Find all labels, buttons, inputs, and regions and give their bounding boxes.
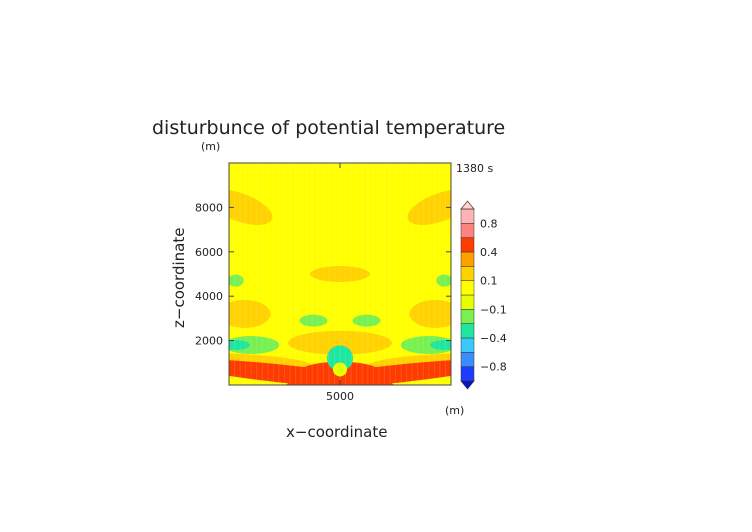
- colorbar-tick-label: 0.4: [480, 246, 498, 259]
- contour-region: [310, 266, 370, 282]
- plot-area: 2000 4000 6000 8000 5000: [195, 162, 452, 403]
- contour-region: [229, 299, 271, 328]
- colorbar-under-triangle: [460, 380, 475, 390]
- colorbar-band: [460, 251, 475, 267]
- colorbar-band: [460, 337, 475, 353]
- colorbar-tick-label: −0.1: [480, 303, 507, 316]
- contour-region: [352, 314, 381, 327]
- y-axis: 2000 4000 6000 8000: [195, 201, 451, 348]
- contour-region: [333, 362, 347, 377]
- contour-region: [286, 359, 451, 385]
- y-tick-label: 2000: [195, 335, 223, 348]
- y-axis-label: z−coordinate: [170, 228, 188, 328]
- colorbar-tick-label: −0.4: [480, 332, 507, 345]
- contour-region: [229, 340, 250, 351]
- contour-region: [229, 353, 312, 368]
- y-tick-label: 8000: [195, 201, 223, 214]
- x-unit-label: (m): [445, 404, 464, 417]
- colorbar-band: [460, 237, 475, 253]
- colorbar-band: [460, 366, 475, 382]
- contour-region: [288, 330, 392, 355]
- contour-fill: [229, 163, 451, 385]
- colorbar-band: [460, 309, 475, 324]
- colorbar-band: [460, 208, 475, 224]
- x-axis: 5000: [326, 163, 354, 403]
- colorbar-tick-label: −0.8: [480, 361, 507, 374]
- colorbar-tick-label: 0.1: [480, 275, 498, 288]
- colorbar: 0.8 0.4 0.1 −0.1 −0.4 −0.8: [460, 200, 507, 390]
- contour-region: [327, 345, 353, 372]
- colorbar-band: [460, 323, 475, 339]
- contour-region: [436, 274, 451, 287]
- colorbar-band: [460, 223, 475, 238]
- chart-title: disturbunce of potential temperature: [152, 117, 505, 139]
- colorbar-tick-label: 0.8: [480, 217, 498, 230]
- y-tick-label: 4000: [195, 290, 223, 303]
- contour-region: [229, 274, 244, 287]
- contour-region: [409, 299, 451, 328]
- contour-region: [368, 353, 451, 368]
- colorbar-band: [460, 280, 475, 296]
- colorbar-band: [460, 294, 475, 310]
- y-tick-label: 6000: [195, 246, 223, 259]
- contour-region: [430, 340, 451, 351]
- time-label: 1380 s: [456, 162, 493, 175]
- y-unit-label: (m): [201, 140, 220, 153]
- contour-region: [229, 189, 273, 225]
- x-tick-label: 5000: [326, 390, 354, 403]
- colorbar-band: [460, 352, 475, 367]
- colorbar-band: [460, 266, 475, 281]
- contour-region: [407, 189, 451, 225]
- x-axis-label: x−coordinate: [286, 423, 387, 441]
- colorbar-over-triangle: [460, 200, 475, 210]
- contour-region: [299, 314, 328, 327]
